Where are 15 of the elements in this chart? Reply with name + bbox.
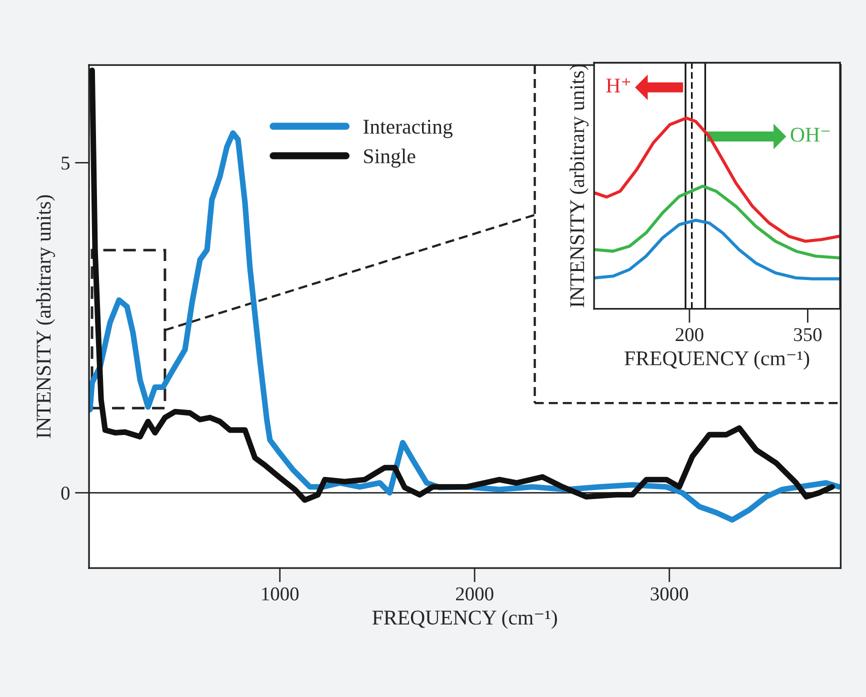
annotation: H⁺ xyxy=(606,78,630,92)
y-tick-label: 0 xyxy=(61,486,70,500)
x-tick-label: 3000 xyxy=(650,587,688,600)
x-axis-title: FREQUENCY (cm⁻¹) xyxy=(372,610,557,629)
x-tick-label: 350 xyxy=(794,328,822,342)
y-axis-title: INTENSITY (arbitrary units) xyxy=(570,64,589,308)
x-tick-label: 2000 xyxy=(456,587,494,600)
x-tick-label: 1000 xyxy=(262,587,299,600)
annotation: OH⁻ xyxy=(790,128,830,142)
x-tick-label: 200 xyxy=(676,328,704,342)
x-axis-title: FREQUENCY (cm⁻¹) xyxy=(624,350,810,370)
y-axis-title: INTENSITY (arbitrary units) xyxy=(36,195,55,438)
y-tick-label: 5 xyxy=(62,156,70,170)
legend-label: Interacting xyxy=(363,120,453,138)
legend-label: Single xyxy=(364,148,416,168)
